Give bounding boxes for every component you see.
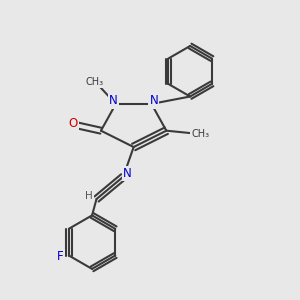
Text: N: N	[109, 94, 118, 107]
Text: N: N	[123, 167, 132, 180]
Text: CH₃: CH₃	[86, 76, 104, 87]
Text: F: F	[57, 250, 64, 263]
Text: CH₃: CH₃	[191, 129, 210, 139]
Text: H: H	[85, 191, 93, 201]
Text: N: N	[149, 94, 158, 107]
Text: O: O	[68, 117, 77, 130]
